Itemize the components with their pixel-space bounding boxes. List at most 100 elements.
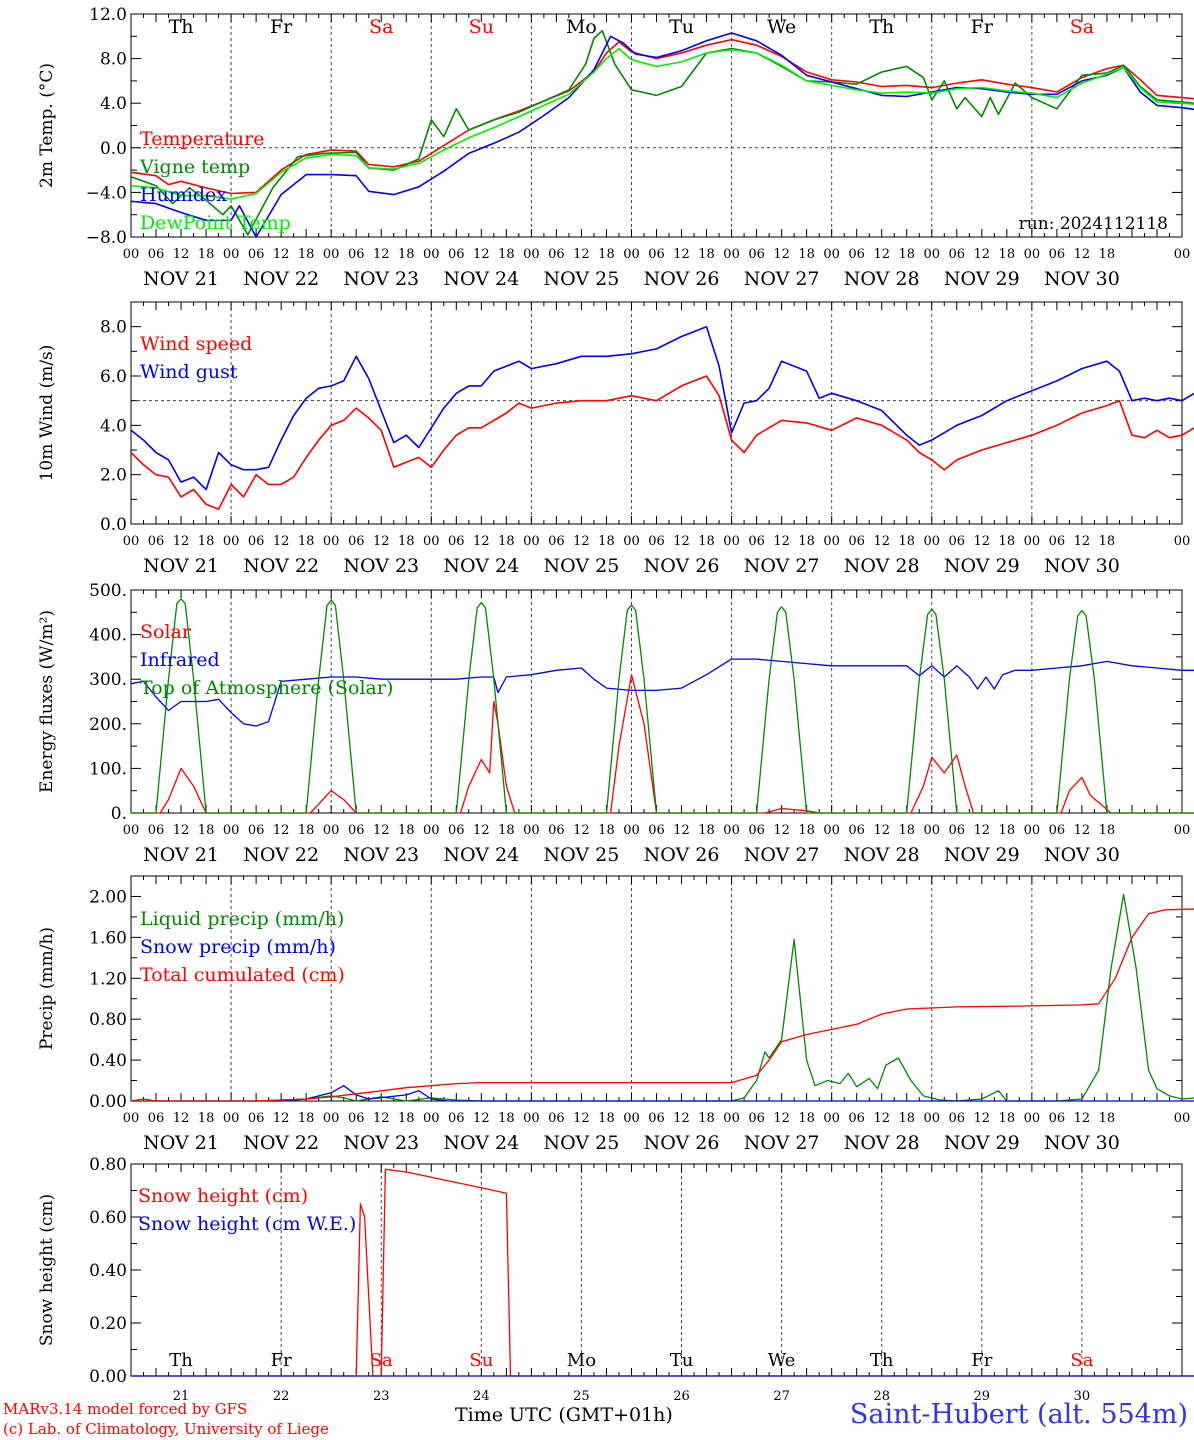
y-axis-label: 2m Temp. (°C) bbox=[37, 63, 57, 188]
hour-tick-label: 12 bbox=[773, 247, 790, 262]
hour-tick-label: 00 bbox=[1174, 247, 1191, 262]
hour-tick-label: 00 bbox=[623, 1111, 640, 1126]
day-of-week-label: Th bbox=[869, 16, 894, 38]
y-axis-label: 10m Wind (m/s) bbox=[37, 345, 57, 482]
hour-tick-label: 18 bbox=[398, 247, 415, 262]
hour-tick-label: 12 bbox=[473, 534, 490, 549]
y-tick-label: 300. bbox=[89, 670, 127, 690]
y-tick-label: 8.0 bbox=[100, 318, 127, 338]
legend-entry: Humidex bbox=[140, 184, 227, 206]
hour-tick-label: 12 bbox=[573, 1111, 590, 1126]
hour-tick-label: 00 bbox=[223, 1111, 240, 1126]
hour-tick-label: 18 bbox=[598, 823, 615, 838]
hour-tick-label: 06 bbox=[248, 1111, 265, 1126]
station-label: Saint-Hubert (alt. 554m) bbox=[849, 1399, 1188, 1430]
hour-tick-label: 06 bbox=[548, 823, 565, 838]
y-axis-label: Snow height (cm) bbox=[37, 1194, 57, 1346]
hour-tick-label: 00 bbox=[523, 247, 540, 262]
legend-entry: Infrared bbox=[140, 649, 220, 671]
day-of-week-label: Su bbox=[469, 16, 494, 38]
day-of-week-label: Th bbox=[169, 1350, 193, 1371]
series-line bbox=[130, 375, 1194, 511]
hour-tick-label: 00 bbox=[623, 247, 640, 262]
hour-tick-label: 18 bbox=[498, 247, 515, 262]
hour-tick-label: 06 bbox=[748, 1111, 765, 1126]
hour-tick-label: 18 bbox=[698, 1111, 715, 1126]
date-label: NOV 21 bbox=[143, 268, 219, 290]
day-number-label: 29 bbox=[974, 1389, 991, 1404]
hour-tick-label: 00 bbox=[123, 247, 140, 262]
hour-tick-label: 06 bbox=[148, 247, 165, 262]
y-tick-label: 6.0 bbox=[100, 367, 127, 387]
hour-tick-label: 00 bbox=[423, 534, 440, 549]
hour-tick-label: 06 bbox=[348, 247, 365, 262]
legend-entry: Snow height (cm) bbox=[138, 1185, 308, 1207]
day-of-week-label: Su bbox=[469, 1350, 493, 1371]
hour-tick-label: 06 bbox=[848, 823, 865, 838]
panel-2 bbox=[130, 301, 1194, 525]
hour-tick-label: 00 bbox=[223, 247, 240, 262]
day-number-label: 25 bbox=[573, 1389, 590, 1404]
hour-tick-label: 12 bbox=[1074, 247, 1091, 262]
hour-tick-label: 00 bbox=[923, 534, 940, 549]
series-line bbox=[131, 1085, 1194, 1102]
hour-tick-label: 06 bbox=[949, 1111, 966, 1126]
y-tick-label: 0.60 bbox=[89, 1208, 127, 1228]
series-line bbox=[130, 47, 1194, 200]
date-label: NOV 21 bbox=[143, 844, 219, 866]
x-axis-title: Time UTC (GMT+01h) bbox=[455, 1404, 673, 1426]
series-line bbox=[130, 29, 1194, 236]
day-of-week-label: Sa bbox=[1070, 1350, 1093, 1371]
hour-tick-label: 12 bbox=[373, 1111, 390, 1126]
hour-tick-label: 12 bbox=[773, 1111, 790, 1126]
y-tick-label: 0.40 bbox=[89, 1051, 127, 1071]
day-number-label: 30 bbox=[1074, 1389, 1091, 1404]
y-tick-label: 500. bbox=[89, 581, 127, 601]
y-axis-label: Energy fluxes (W/m²) bbox=[37, 610, 57, 793]
y-tick-label: 0.0 bbox=[100, 515, 127, 535]
hour-tick-label: 18 bbox=[999, 247, 1016, 262]
hour-tick-label: 12 bbox=[873, 534, 890, 549]
date-label: NOV 29 bbox=[944, 844, 1020, 866]
y-tick-label: 100. bbox=[89, 759, 127, 779]
hour-tick-label: 06 bbox=[1049, 247, 1066, 262]
hour-tick-label: 12 bbox=[473, 1111, 490, 1126]
hour-tick-label: 18 bbox=[798, 823, 815, 838]
hour-tick-label: 00 bbox=[123, 823, 140, 838]
hour-tick-label: 06 bbox=[348, 823, 365, 838]
date-label: NOV 24 bbox=[443, 1132, 519, 1154]
date-label: NOV 26 bbox=[644, 268, 720, 290]
hour-tick-label: 12 bbox=[573, 534, 590, 549]
day-of-week-label: Mo bbox=[566, 16, 597, 38]
hour-tick-label: 18 bbox=[999, 823, 1016, 838]
hour-tick-label: 12 bbox=[673, 823, 690, 838]
date-label: NOV 30 bbox=[1044, 1132, 1120, 1154]
date-label: NOV 28 bbox=[844, 1132, 920, 1154]
hour-tick-label: 06 bbox=[248, 534, 265, 549]
series-line bbox=[131, 674, 1194, 814]
y-tick-label: 0.40 bbox=[89, 1261, 127, 1281]
hour-tick-label: 12 bbox=[373, 247, 390, 262]
day-of-week-label: Sa bbox=[1070, 16, 1094, 38]
hour-tick-label: 18 bbox=[198, 534, 215, 549]
series-line bbox=[131, 908, 1194, 1102]
hour-tick-label: 12 bbox=[974, 823, 991, 838]
y-tick-label: 0.80 bbox=[89, 1155, 127, 1175]
hour-tick-label: 06 bbox=[548, 247, 565, 262]
hour-tick-label: 18 bbox=[698, 247, 715, 262]
hour-tick-label: 18 bbox=[999, 1111, 1016, 1126]
hour-tick-label: 18 bbox=[1099, 247, 1116, 262]
y-tick-label: 0. bbox=[111, 804, 127, 824]
date-label: NOV 26 bbox=[644, 1132, 720, 1154]
hour-tick-label: 00 bbox=[223, 823, 240, 838]
hour-tick-label: 00 bbox=[923, 247, 940, 262]
hour-tick-label: 00 bbox=[423, 823, 440, 838]
panel-5 bbox=[130, 1163, 1194, 1377]
hour-tick-label: 12 bbox=[173, 1111, 190, 1126]
day-number-label: 26 bbox=[673, 1389, 690, 1404]
date-label: NOV 22 bbox=[243, 555, 319, 577]
hour-tick-label: 12 bbox=[273, 534, 290, 549]
series-line bbox=[130, 325, 1194, 491]
hour-tick-label: 00 bbox=[723, 534, 740, 549]
hour-tick-label: 06 bbox=[248, 823, 265, 838]
